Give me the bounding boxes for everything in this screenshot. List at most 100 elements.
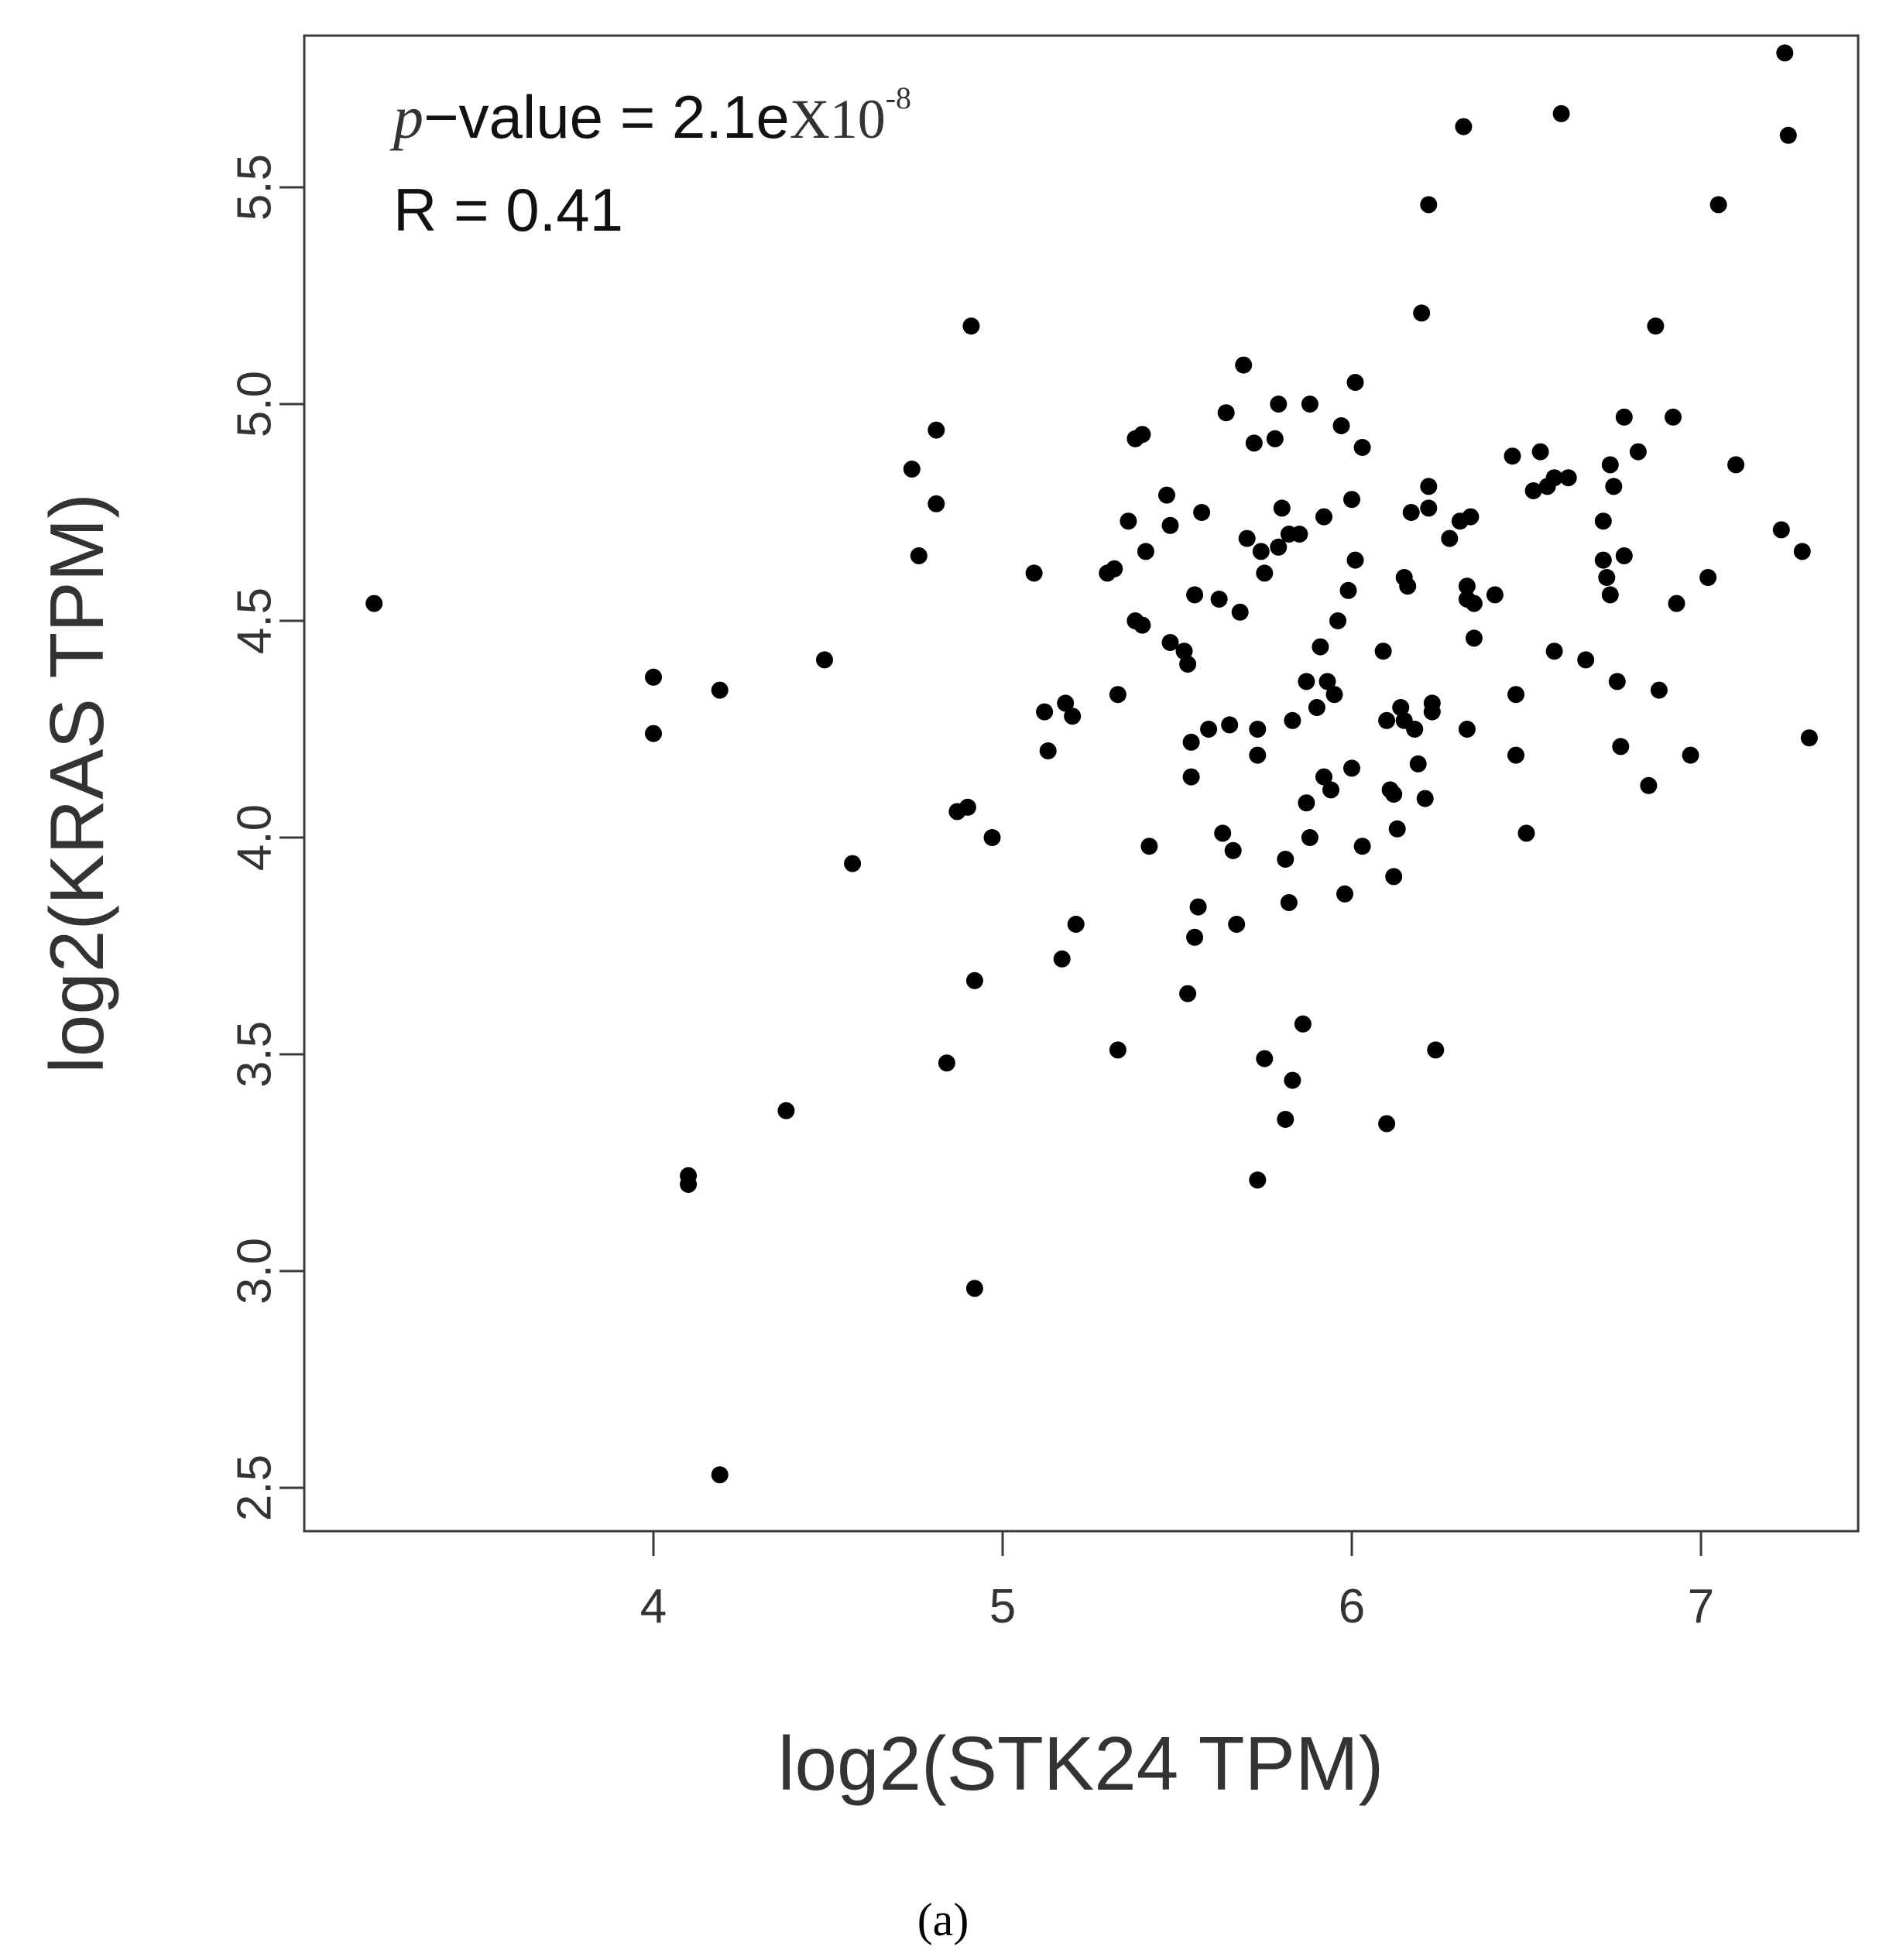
data-point	[1462, 508, 1480, 526]
y-tick-label: 4.0	[228, 804, 281, 871]
data-point	[1284, 711, 1301, 729]
data-point	[1709, 196, 1727, 214]
data-point	[1067, 916, 1085, 933]
data-point	[1249, 721, 1267, 738]
x-tick-label: 4	[640, 1580, 667, 1633]
data-point	[1385, 786, 1403, 803]
y-tick-label: 3.5	[228, 1021, 281, 1088]
x-axis: 4 5 6 7	[640, 1531, 1714, 1633]
data-point	[645, 668, 662, 686]
data-point	[1252, 543, 1270, 560]
data-point	[1025, 564, 1043, 582]
data-point	[1109, 1041, 1126, 1059]
data-point	[816, 651, 833, 669]
data-point	[1235, 356, 1253, 374]
data-point	[1277, 851, 1294, 868]
data-point	[1779, 126, 1797, 144]
data-point	[1280, 894, 1298, 911]
data-point	[1221, 716, 1239, 734]
data-point	[1594, 512, 1612, 530]
data-point	[1409, 755, 1427, 773]
data-point	[1186, 928, 1204, 946]
data-point	[1158, 486, 1175, 504]
data-point	[1228, 916, 1246, 933]
plot-frame	[303, 34, 1860, 1533]
data-point	[1179, 656, 1197, 673]
data-point	[1486, 586, 1504, 604]
data-point	[1298, 794, 1315, 812]
data-point	[1601, 456, 1619, 474]
data-point	[1284, 1071, 1301, 1089]
data-point	[1231, 603, 1249, 621]
data-point	[1343, 759, 1360, 777]
data-point	[1301, 396, 1318, 413]
data-point	[1249, 1171, 1267, 1189]
data-point	[1249, 746, 1267, 764]
data-point	[1182, 768, 1200, 786]
data-point	[1598, 569, 1616, 586]
data-point	[1179, 985, 1197, 1002]
data-point	[1346, 374, 1364, 391]
data-point	[1336, 885, 1353, 903]
data-point	[844, 855, 862, 872]
data-point	[1392, 699, 1410, 716]
data-point	[1559, 469, 1577, 487]
data-point	[983, 829, 1001, 846]
data-point	[910, 547, 928, 564]
data-point	[1210, 591, 1228, 608]
data-point	[1615, 547, 1633, 564]
y-tick-label: 3.0	[228, 1238, 281, 1304]
panel-label: (a)	[917, 1894, 969, 1945]
data-point	[1507, 686, 1524, 704]
data-point	[1465, 595, 1483, 612]
data-point	[1420, 478, 1438, 495]
x-tick-label: 5	[989, 1580, 1016, 1633]
data-point	[1647, 317, 1665, 335]
y-tick-label: 4.5	[228, 588, 281, 654]
data-point	[1214, 824, 1232, 842]
data-point	[1325, 686, 1343, 704]
data-point	[1217, 404, 1235, 422]
data-point	[1406, 721, 1424, 738]
data-point	[680, 1176, 698, 1193]
data-point	[1273, 499, 1291, 517]
pvalue-text: −value = 2.1e	[423, 83, 790, 151]
data-point	[1402, 504, 1420, 521]
data-point	[1245, 434, 1263, 452]
data-point	[1668, 595, 1685, 612]
data-points	[365, 44, 1818, 1484]
data-point	[1294, 1015, 1312, 1033]
pvalue-exponent: -8	[886, 81, 911, 115]
data-point	[1612, 738, 1630, 756]
data-point	[1322, 781, 1339, 799]
data-point	[1507, 746, 1524, 764]
x-tick-label: 7	[1688, 1580, 1714, 1633]
data-point	[1416, 790, 1434, 807]
data-point	[1640, 776, 1658, 794]
data-point	[1057, 694, 1075, 712]
data-point	[711, 681, 729, 699]
data-point	[1420, 196, 1438, 214]
y-tick-label: 5.5	[228, 154, 281, 221]
data-point	[1545, 469, 1563, 487]
data-point	[777, 1102, 795, 1119]
data-point	[1137, 543, 1154, 560]
y-axis: 2.5 3.0 3.5 4.0 4.5 5.0 5.5	[228, 154, 304, 1521]
data-point	[1413, 304, 1431, 322]
data-point	[1800, 729, 1818, 747]
data-point	[938, 1054, 955, 1072]
data-point	[1339, 581, 1357, 599]
data-point	[1039, 742, 1057, 759]
data-point	[1772, 521, 1790, 539]
data-point	[1256, 564, 1274, 582]
data-point	[965, 1280, 983, 1297]
data-point	[1388, 820, 1406, 838]
data-point	[1458, 721, 1476, 738]
data-point	[1277, 1111, 1294, 1128]
data-point	[1036, 703, 1054, 721]
data-point	[1270, 538, 1288, 556]
data-point	[1378, 1115, 1396, 1132]
data-point	[1301, 829, 1318, 846]
data-point	[1106, 560, 1123, 577]
